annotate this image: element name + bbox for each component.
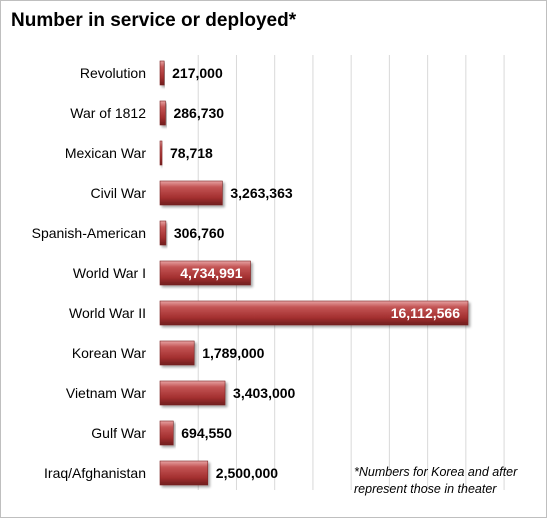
gridlines: [197, 55, 505, 490]
bar-world-war-ii: [159, 300, 469, 326]
category-label: Korean War: [72, 345, 147, 361]
category-label: Gulf War: [91, 425, 146, 441]
bars: [159, 60, 469, 486]
bar-vietnam-war: [159, 380, 226, 406]
chart-title: Number in service or deployed*: [11, 10, 297, 31]
data-label: 16,112,566: [391, 305, 461, 321]
bar-korean-war: [159, 340, 195, 366]
bar-gulf-war: [159, 420, 174, 446]
data-label: 286,730: [173, 105, 224, 121]
category-label: Mexican War: [65, 145, 147, 161]
category-label: Spanish-American: [32, 225, 146, 241]
data-label: 3,263,363: [230, 185, 292, 201]
bar-civil-war: [159, 180, 223, 206]
data-label: 2,500,000: [216, 465, 278, 481]
category-label: Vietnam War: [66, 385, 146, 401]
category-label: Civil War: [91, 185, 147, 201]
category-label: World War II: [69, 305, 146, 321]
bar-world-war-i: [159, 260, 251, 286]
data-label: 4,734,991: [180, 265, 242, 281]
bar-war-of-1812: [159, 100, 166, 126]
data-label: 217,000: [172, 65, 223, 81]
bar-spanish-american: [159, 220, 167, 246]
category-label: War of 1812: [70, 105, 146, 121]
data-label: 3,403,000: [233, 385, 295, 401]
data-label: 1,789,000: [202, 345, 264, 361]
category-label: World War I: [73, 265, 146, 281]
bar-iraq-afghanistan: [159, 460, 209, 486]
bar-revolution: [159, 60, 165, 86]
data-label: 694,550: [181, 425, 232, 441]
data-label: 78,718: [170, 145, 213, 161]
data-label: 306,760: [174, 225, 225, 241]
category-label: Revolution: [80, 65, 146, 81]
footnote: *Numbers for Korea and after represent t…: [354, 465, 518, 496]
labels: Revolution 217,000 War of 1812 286,730 Mexic…: [32, 65, 461, 481]
bar-mexican-war: [159, 140, 163, 166]
category-label: Iraq/Afghanistan: [44, 465, 146, 481]
